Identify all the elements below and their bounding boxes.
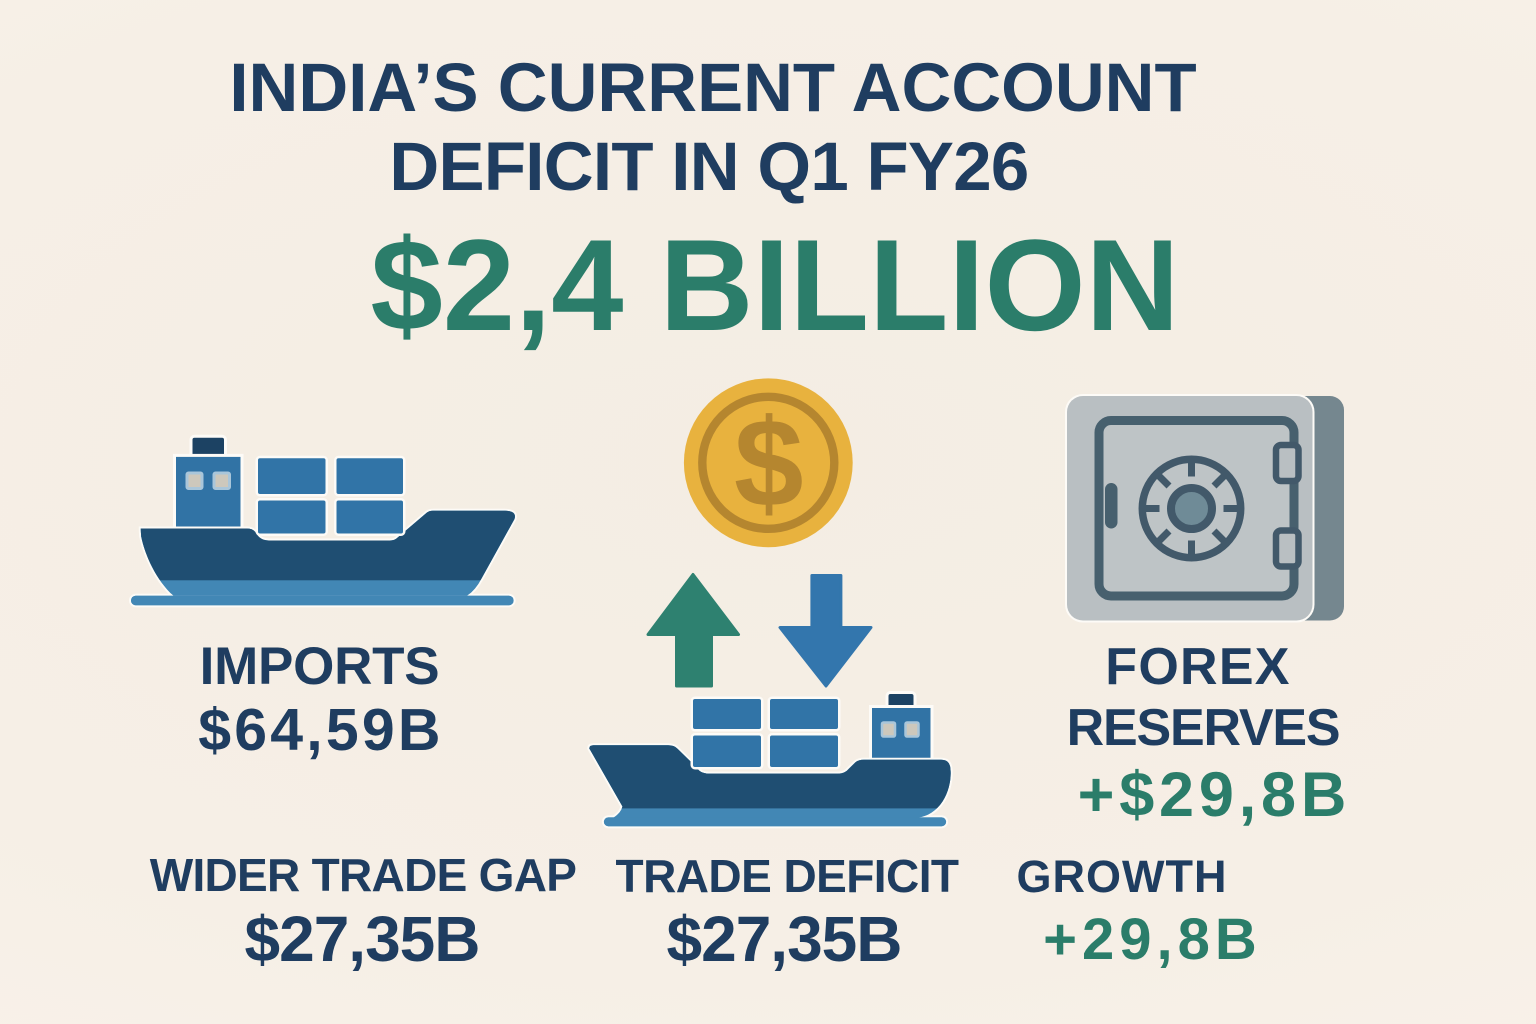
- svg-text:$: $: [734, 394, 804, 533]
